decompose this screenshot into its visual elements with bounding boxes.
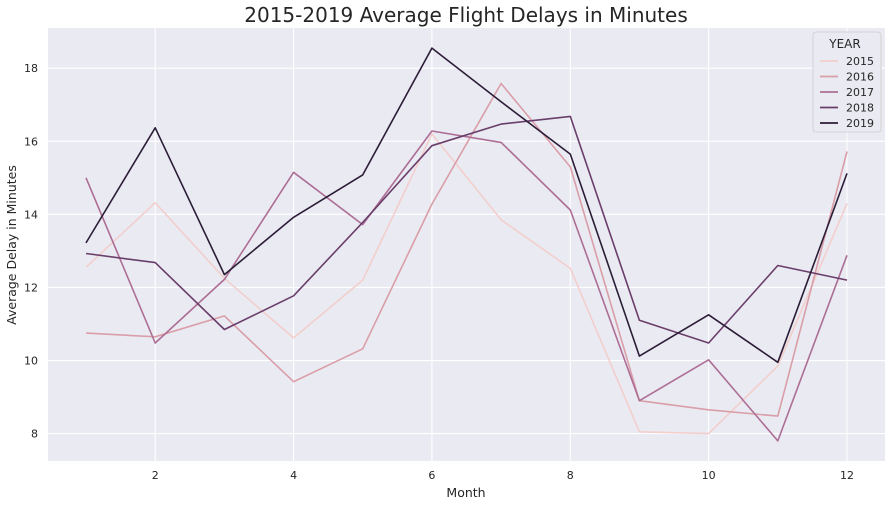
x-tick-labels: 2 4 6 8 10 12 bbox=[152, 469, 854, 482]
x-tick-label: 12 bbox=[840, 469, 854, 482]
y-tick-label: 10 bbox=[24, 355, 38, 368]
legend-label-2016: 2016 bbox=[846, 71, 874, 84]
y-tick-label: 16 bbox=[24, 135, 38, 148]
series-line-2018 bbox=[85, 115, 848, 344]
y-tick-label: 18 bbox=[24, 62, 38, 75]
legend-label-2018: 2018 bbox=[846, 102, 874, 115]
legend-label-2017: 2017 bbox=[846, 86, 874, 99]
x-tick-label: 6 bbox=[428, 469, 435, 482]
plot-area bbox=[48, 28, 885, 461]
x-axis-label: Month bbox=[446, 485, 485, 500]
legend: YEAR 2015 2016 2017 2018 2019 bbox=[812, 31, 882, 133]
x-tick-label: 10 bbox=[702, 469, 716, 482]
y-tick-labels: 8 10 12 14 16 18 bbox=[24, 62, 38, 440]
series-line-2017 bbox=[85, 130, 848, 442]
series-line-2015 bbox=[85, 133, 848, 435]
legend-title: YEAR bbox=[828, 37, 860, 51]
legend-items: 2015 2016 2017 2018 2019 bbox=[820, 55, 874, 130]
legend-label-2015: 2015 bbox=[846, 55, 874, 68]
y-tick-label: 14 bbox=[24, 208, 38, 221]
series-line-2019 bbox=[85, 47, 848, 364]
series-lines bbox=[85, 47, 848, 442]
x-tick-label: 4 bbox=[290, 469, 297, 482]
y-tick-label: 8 bbox=[31, 428, 38, 441]
x-tick-label: 2 bbox=[152, 469, 159, 482]
x-tick-label: 8 bbox=[567, 469, 574, 482]
y-axis-label: Average Delay in Minutes bbox=[4, 165, 19, 325]
y-tick-label: 12 bbox=[24, 281, 38, 294]
chart-title: 2015-2019 Average Flight Delays in Minut… bbox=[244, 3, 688, 27]
legend-label-2019: 2019 bbox=[846, 117, 874, 130]
